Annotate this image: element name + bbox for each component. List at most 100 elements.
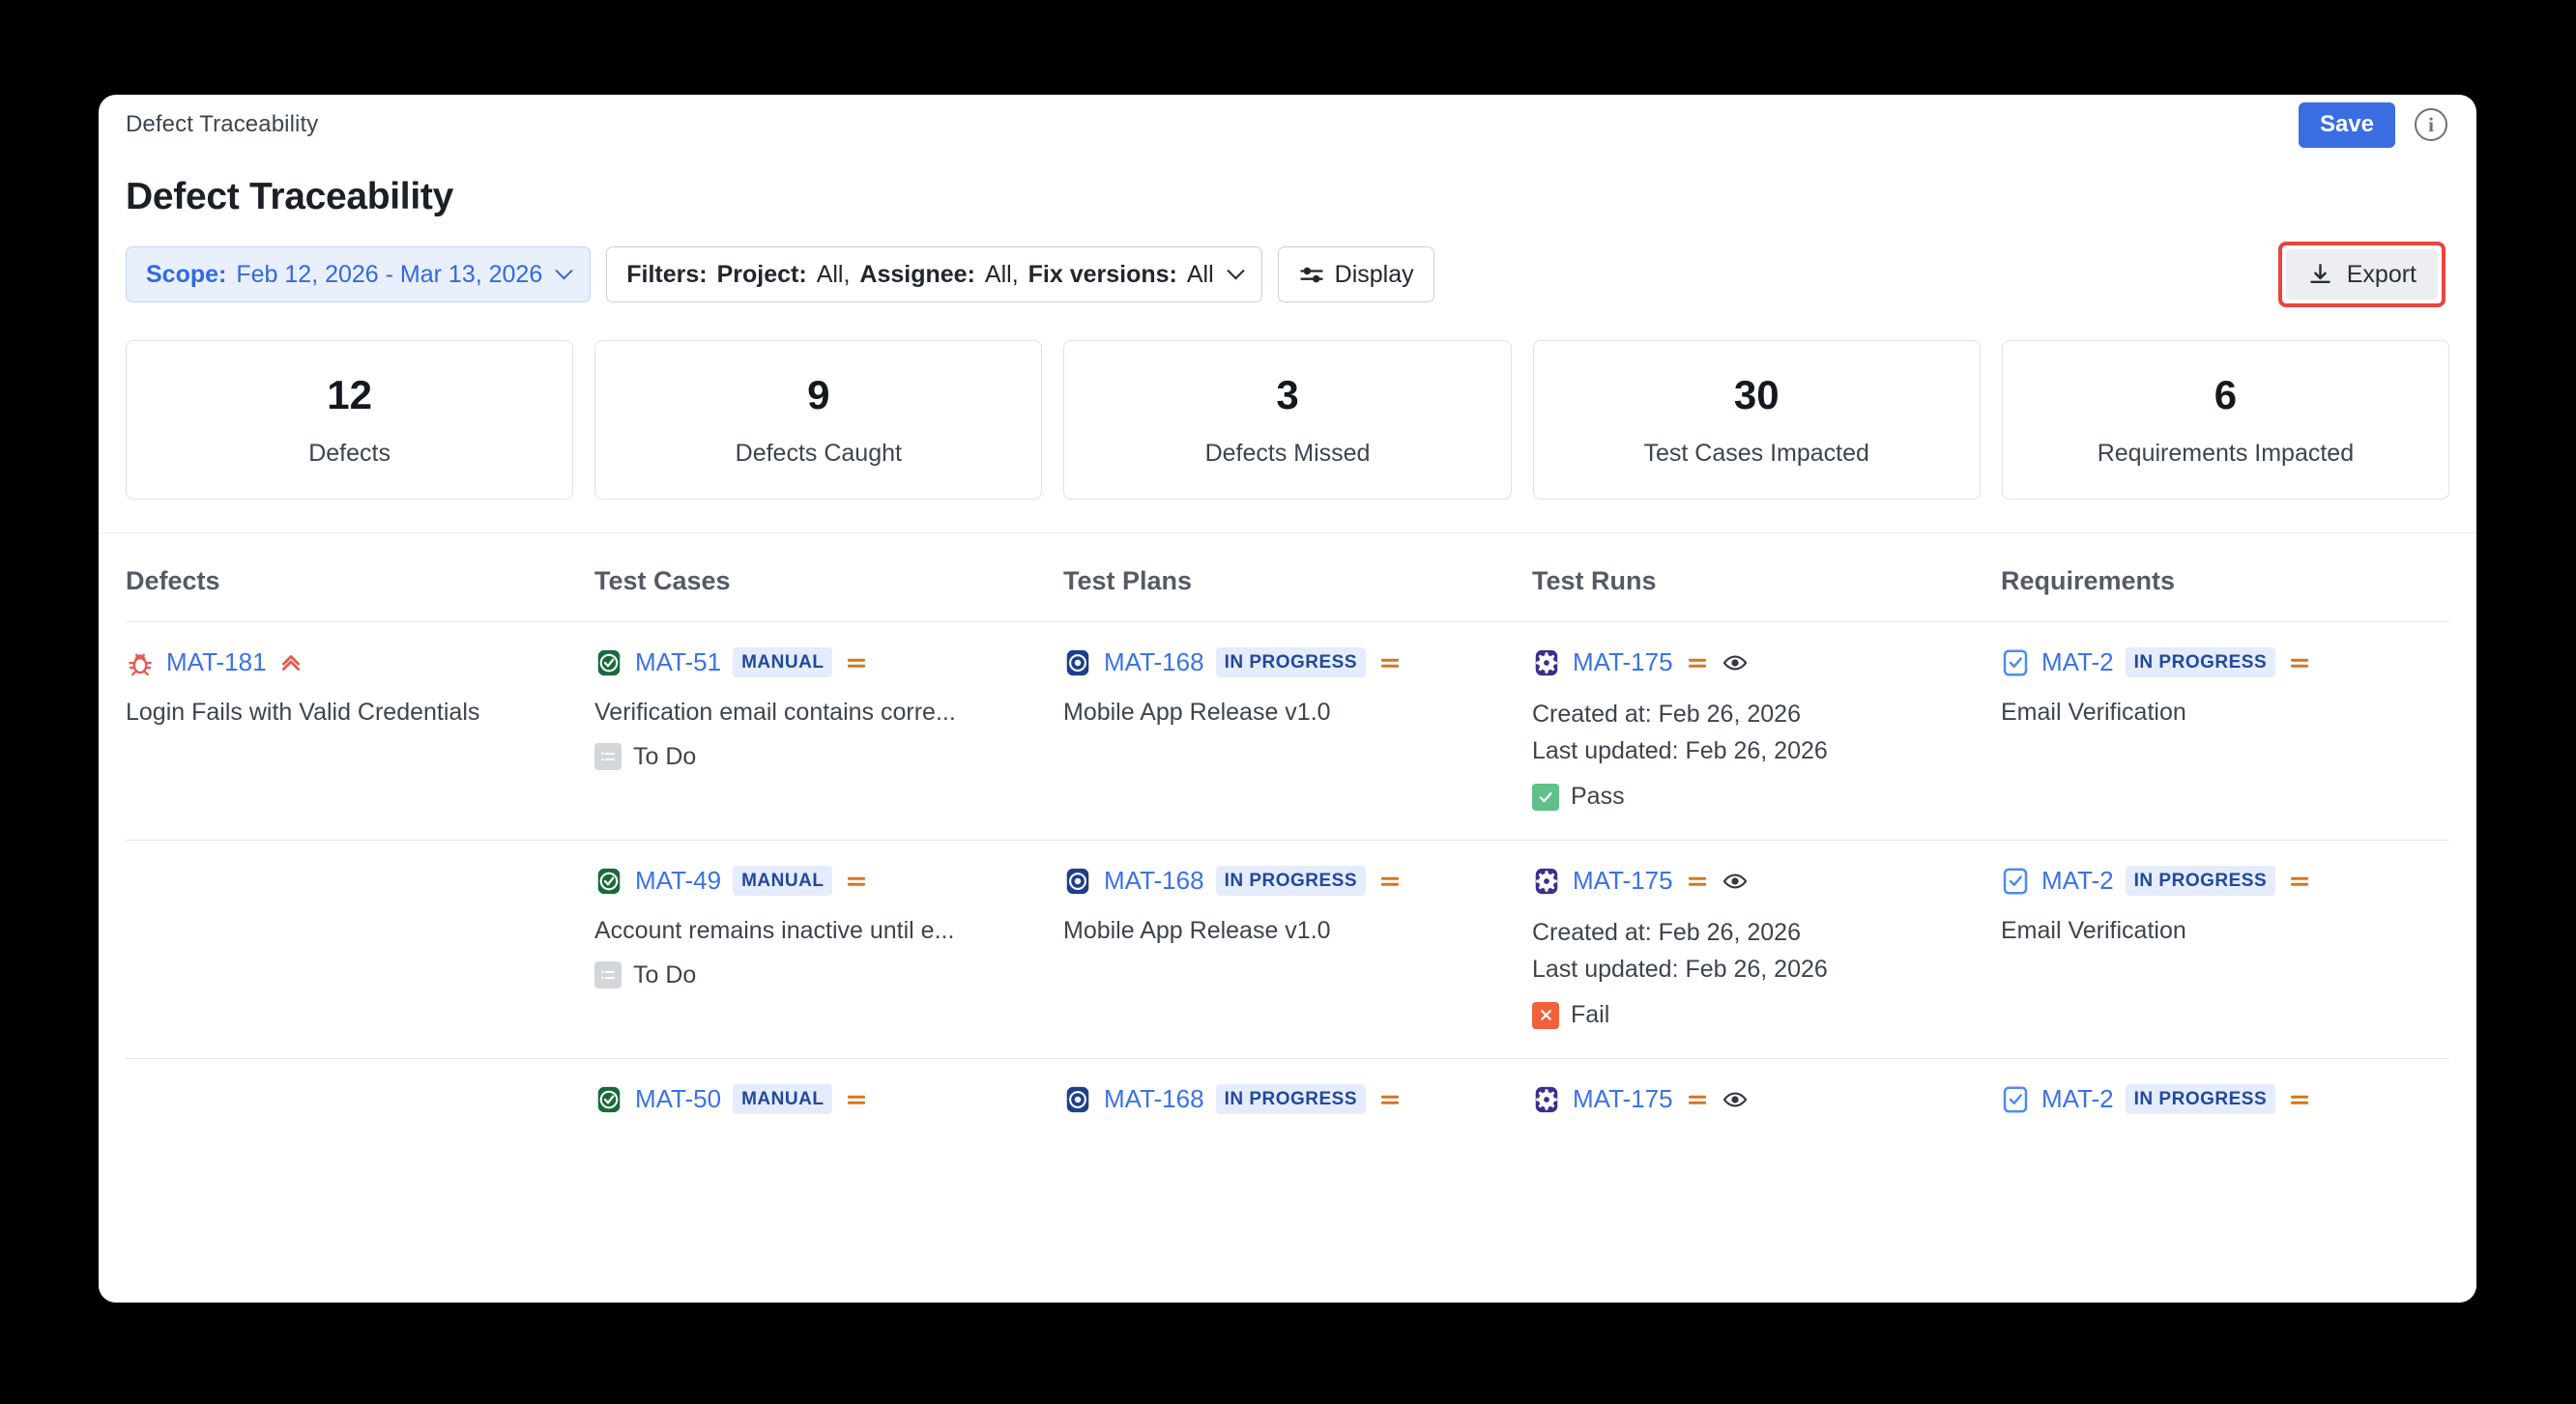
test-run-key-link[interactable]: MAT-175 [1573,1084,1673,1113]
test-run-key-link[interactable]: MAT-175 [1573,866,1673,895]
todo-list-icon [594,961,622,989]
export-highlight: Export [2277,242,2446,307]
priority-medium-icon [844,869,869,894]
requirement-summary: Email Verification [2001,699,2186,726]
priority-medium-icon [844,1087,869,1112]
priority-medium-icon [2287,869,2312,894]
page-title: Defect Traceability [126,176,453,217]
column-header-test-runs: Test Runs [1532,566,1657,595]
test-case-status-label: To Do [633,742,697,770]
cell-requirement: MAT-2 IN PROGRESS Email Verification [2001,866,2449,948]
defect-summary: Login Fails with Valid Credentials [126,699,480,726]
display-button[interactable]: Display [1277,246,1434,302]
cell-test-run: MAT-175 Created at: Feb 26, 2026 Last up… [1532,647,2001,811]
test-run-icon [1532,648,1561,677]
stat-value: 3 [1276,372,1299,417]
test-plan-icon [1063,867,1092,896]
cell-test-plan: MAT-168 IN PROGRESS [1063,1084,1532,1133]
stat-value: 30 [1733,372,1780,417]
column-header-test-cases: Test Cases [594,566,731,595]
requirement-key-link[interactable]: MAT-2 [2041,1084,2114,1113]
test-plan-status-badge: IN PROGRESS [1215,1084,1367,1114]
test-case-summary: Account remains inactive until e... [594,917,955,944]
requirement-status-badge: IN PROGRESS [2125,1084,2276,1114]
cell-test-plan: MAT-168 IN PROGRESS Mobile App Release v… [1063,866,1532,948]
test-run-icon [1532,1085,1561,1114]
cell-test-run: MAT-175 [1532,1084,2001,1133]
requirement-status-badge: IN PROGRESS [2125,866,2276,896]
table-row: MAT-49 MANUAL Account remains inactive u… [126,840,2449,1058]
test-plan-key-link[interactable]: MAT-168 [1104,647,1204,676]
priority-medium-icon [1377,650,1403,675]
save-button[interactable]: Save [2298,101,2395,148]
requirement-icon [2001,1085,2030,1114]
column-header-defects: Defects [126,566,220,595]
export-button[interactable]: Export [2285,249,2438,300]
test-run-updated: Last updated: Feb 26, 2026 [1532,736,1828,764]
watch-eye-icon[interactable] [1722,868,1749,895]
stat-label: Defects [308,440,391,467]
test-case-summary: Verification email contains corre... [594,699,956,726]
stat-label: Test Cases Impacted [1643,440,1869,467]
test-case-status: To Do [594,961,1040,989]
test-case-type-badge: MANUAL [733,647,833,677]
requirement-status-badge: IN PROGRESS [2125,647,2276,677]
scope-filter-button[interactable]: Scope: Feb 12, 2026 - Mar 13, 2026 [126,246,592,302]
watch-eye-icon[interactable] [1722,1086,1749,1113]
test-case-status-label: To Do [633,960,697,989]
test-plan-summary: Mobile App Release v1.0 [1063,699,1331,726]
test-plan-icon [1063,648,1092,677]
requirement-summary: Email Verification [2001,917,2186,944]
test-case-key-link[interactable]: MAT-50 [635,1084,722,1113]
test-plan-status-badge: IN PROGRESS [1215,647,1367,677]
table-row: MAT-50 MANUAL MAT-168 IN PROGRESS [126,1058,2449,1162]
stat-value: 12 [327,372,372,417]
test-run-result-label: Fail [1571,1001,1610,1028]
cell-test-run: MAT-175 Created at: Feb 26, 2026 Last up… [1532,866,2001,1029]
scope-value: Feb 12, 2026 - Mar 13, 2026 [236,260,543,288]
column-header-test-plans: Test Plans [1063,566,1193,595]
priority-medium-icon [1685,1087,1710,1112]
filter-fixversions-label: Fix versions: [1028,260,1177,288]
test-plan-key-link[interactable]: MAT-168 [1104,866,1204,895]
test-plan-key-link[interactable]: MAT-168 [1104,1084,1204,1113]
todo-list-icon [594,743,622,771]
defect-key-link[interactable]: MAT-181 [166,647,267,676]
test-run-result: Pass [1532,783,1978,811]
stat-card-defects-missed: 3 Defects Missed [1063,340,1512,500]
bug-icon [126,648,155,677]
filter-assignee-value: All, [984,260,1019,288]
chevron-down-icon [1226,261,1245,279]
test-run-created: Created at: Feb 26, 2026 [1532,701,1801,728]
defect-traceability-card: Defect Traceability Save i Defect Tracea… [99,95,2476,1303]
display-label: Display [1334,260,1414,288]
filter-assignee-label: Assignee: [859,260,975,288]
requirement-key-link[interactable]: MAT-2 [2041,866,2114,895]
cell-requirement: MAT-2 IN PROGRESS [2001,1084,2449,1133]
fail-icon [1532,1001,1559,1029]
table-row: MAT-181 Login Fails with Valid Credentia… [126,621,2449,840]
export-label: Export [2346,260,2417,288]
card-header: Defect Traceability Save i [99,95,2476,155]
download-icon [2307,262,2333,288]
priority-medium-icon [1377,1087,1403,1112]
priority-medium-icon [2287,650,2312,675]
test-case-key-link[interactable]: MAT-51 [635,647,722,676]
test-case-key-link[interactable]: MAT-49 [635,866,722,895]
test-case-type-badge: MANUAL [733,866,833,896]
toolbar: Scope: Feb 12, 2026 - Mar 13, 2026 Filte… [99,218,2476,307]
priority-medium-icon [844,650,869,675]
scope-label: Scope: [146,260,227,288]
scroll-fade [99,1274,2476,1303]
priority-highest-icon [278,650,304,675]
watch-eye-icon[interactable] [1722,649,1749,676]
requirement-key-link[interactable]: MAT-2 [2041,647,2114,676]
test-run-result: Fail [1532,1001,1978,1029]
test-case-type-badge: MANUAL [733,1084,833,1114]
stat-value: 9 [807,372,830,417]
info-icon[interactable]: i [2415,108,2447,141]
sliders-icon [1298,261,1325,288]
test-run-icon [1532,867,1561,896]
test-run-key-link[interactable]: MAT-175 [1573,647,1673,676]
filters-button[interactable]: Filters: Project: All, Assignee: All, Fi… [606,246,1262,302]
